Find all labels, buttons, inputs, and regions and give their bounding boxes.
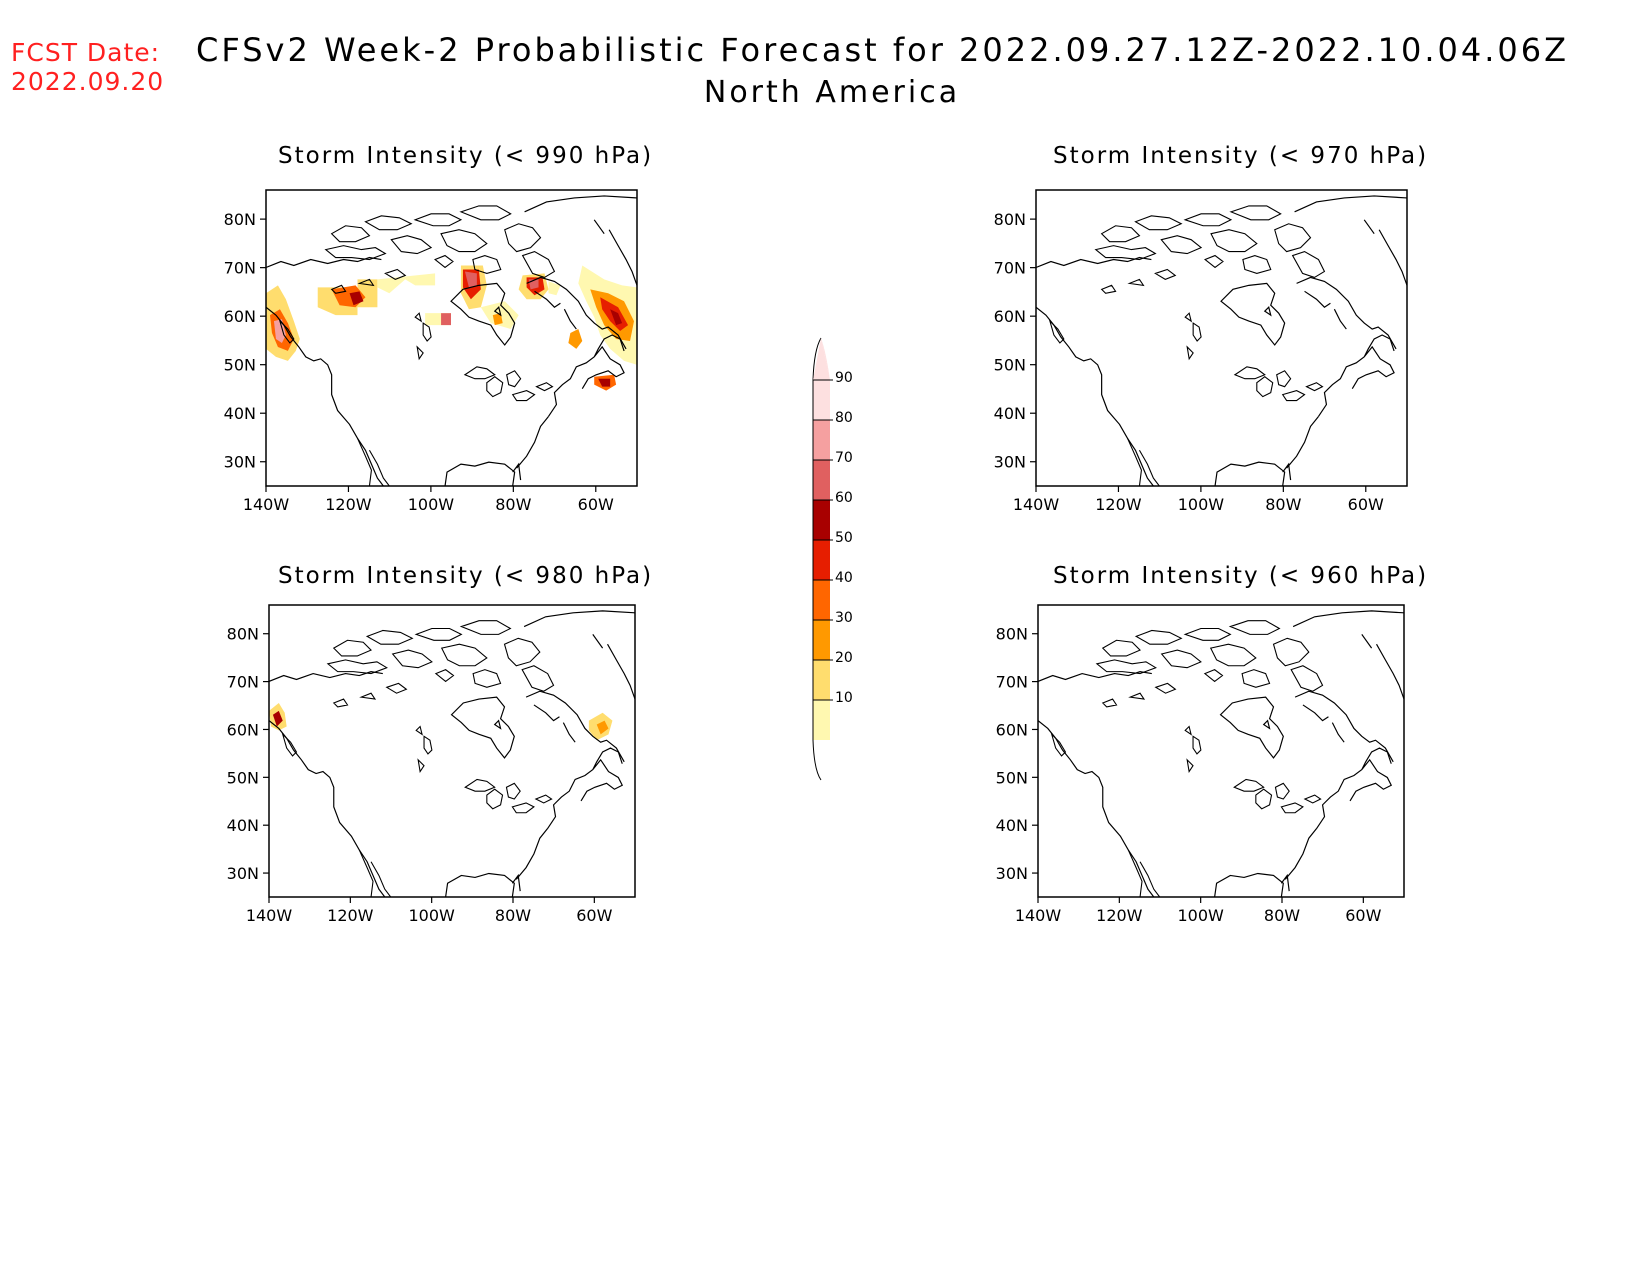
lon-tick-label: 100W [408, 495, 455, 514]
map-frame [268, 604, 636, 898]
probability-area [464, 271, 477, 288]
lat-tick-label: 80N [994, 210, 1026, 229]
lat-tick-label: 60N [224, 307, 256, 326]
lat-tick-label: 30N [996, 864, 1028, 883]
lat-tick-label: 80N [224, 210, 256, 229]
lon-tick-label: 80W [1265, 495, 1301, 514]
lat-tick-label: 80N [996, 625, 1028, 644]
lon-tick-label: 60W [578, 495, 614, 514]
colorbar-swatch [813, 620, 830, 660]
panel-title-990: Storm Intensity (< 990 hPa) [278, 143, 654, 169]
map-panel-970: 80N 70N 60N 50N 40N 30N 140W 120W 100W 80W 60W [994, 189, 1408, 514]
lat-tick-label: 50N [227, 768, 259, 787]
lat-tick-label: 40N [227, 816, 259, 835]
probability-area [273, 319, 286, 343]
coastline [1038, 610, 1404, 898]
colorbar-label: 10 [835, 690, 853, 706]
probability-area [492, 313, 503, 326]
map-frame [265, 189, 638, 487]
lon-tick-label: 140W [1015, 906, 1062, 925]
lon-tick-label: 100W [1178, 495, 1225, 514]
colorbar-swatch [813, 500, 830, 540]
colorbar-swatch [813, 380, 830, 420]
lat-tick-label: 70N [227, 673, 259, 692]
panel-title-970: Storm Intensity (< 970 hPa) [1053, 143, 1429, 169]
region-name: North America [703, 75, 961, 110]
page-title: CFSv2 Week-2 Probabilistic Forecast for … [196, 31, 1570, 69]
lat-tick-label: 70N [994, 259, 1026, 278]
lat-tick-label: 30N [224, 453, 256, 472]
probability-area [377, 273, 436, 294]
lon-tick-label: 80W [495, 495, 531, 514]
lat-tick-label: 70N [224, 259, 256, 278]
colorbar-swatch [813, 700, 830, 740]
lat-tick-label: 50N [994, 356, 1026, 375]
colorbar-label: 70 [835, 450, 853, 466]
probability-area [349, 291, 364, 306]
page-subtitle: North America [0, 75, 1650, 110]
lon-tick-label: 60W [1345, 906, 1381, 925]
probability-area [272, 710, 283, 727]
forecast-date: FCST Date: 2022.09.20 [11, 38, 164, 96]
colorbar-label: 60 [835, 490, 853, 506]
colorbar-swatch [813, 460, 830, 500]
lat-tick-label: 30N [227, 864, 259, 883]
colorbar-label: 20 [835, 650, 853, 666]
map-panel-960: 80N 70N 60N 50N 40N 30N 140W 120W 100W 80W 60W [996, 604, 1405, 925]
lat-tick-label: 40N [994, 404, 1026, 423]
colorbar-swatch [813, 420, 830, 460]
lat-tick-label: 60N [996, 720, 1028, 739]
colorbar-swatch [813, 540, 830, 580]
forecast-date-label: FCST Date: [11, 38, 161, 67]
lat-tick-label: 60N [994, 307, 1026, 326]
colorbar-label: 40 [835, 570, 853, 586]
probability-area [610, 309, 623, 326]
probability-area [441, 313, 452, 326]
colorbar-label: 80 [835, 410, 853, 426]
probability-area [568, 329, 583, 349]
map-frame [1037, 604, 1405, 898]
colorbar-label: 90 [835, 370, 853, 386]
map-panel-980: 80N 70N 60N 50N 40N 30N 140W 120W 100W 80W 60W [227, 604, 636, 925]
map-panels: 80N 70N 60N 50N 40N 30N 140W 120W 100W 80W 60W 80N 7… [224, 189, 1408, 925]
probability-area [548, 281, 561, 296]
forecast-date-value: 2022.09.20 [11, 67, 165, 96]
lon-tick-label: 140W [1013, 495, 1060, 514]
lat-tick-label: 80N [227, 625, 259, 644]
lat-tick-label: 40N [996, 816, 1028, 835]
lon-tick-label: 100W [408, 906, 455, 925]
coastline [1036, 195, 1407, 486]
colorbar-label: 30 [835, 610, 853, 626]
panel-title-980: Storm Intensity (< 980 hPa) [278, 563, 654, 589]
lat-tick-label: 50N [224, 356, 256, 375]
lon-tick-label: 60W [576, 906, 612, 925]
lon-tick-label: 80W [1264, 906, 1300, 925]
lat-tick-label: 40N [224, 404, 256, 423]
probability-area [596, 720, 609, 735]
lon-tick-label: 140W [246, 906, 293, 925]
lon-tick-label: 140W [243, 495, 290, 514]
colorbar-label: 50 [835, 530, 853, 546]
probability-colorbar: 90 80 70 60 50 40 30 20 10 [812, 337, 853, 781]
lon-tick-label: 100W [1177, 906, 1224, 925]
map-panel-990: 80N 70N 60N 50N 40N 30N 140W 120W 100W 80W 60W [224, 189, 638, 514]
lon-tick-label: 120W [327, 906, 374, 925]
lat-tick-label: 50N [996, 768, 1028, 787]
colorbar-swatch [813, 580, 830, 620]
lon-tick-label: 80W [495, 906, 531, 925]
lon-tick-label: 60W [1348, 495, 1384, 514]
lat-tick-label: 70N [996, 673, 1028, 692]
map-frame [1035, 189, 1408, 487]
lat-tick-label: 30N [994, 453, 1026, 472]
lon-tick-label: 120W [325, 495, 372, 514]
lon-tick-label: 120W [1096, 906, 1143, 925]
colorbar-swatch [813, 660, 830, 700]
lat-tick-label: 60N [227, 720, 259, 739]
coastline [269, 610, 635, 898]
panel-title-960: Storm Intensity (< 960 hPa) [1053, 563, 1429, 589]
lon-tick-label: 120W [1095, 495, 1142, 514]
